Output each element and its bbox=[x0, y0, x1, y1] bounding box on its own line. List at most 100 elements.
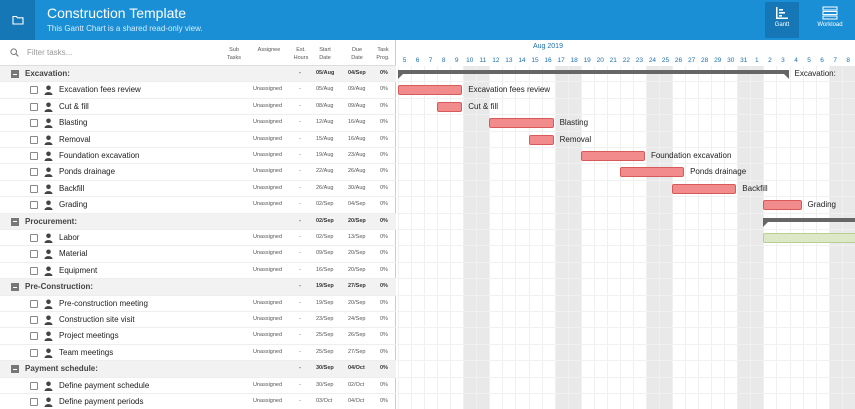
task-name[interactable]: Project meetings bbox=[59, 331, 119, 341]
collapse-icon[interactable] bbox=[11, 217, 19, 226]
task-checkbox[interactable] bbox=[30, 299, 38, 308]
task-row[interactable]: Material Unassigned - 09/Sep 20/Sep 0% bbox=[0, 246, 396, 263]
col-est-hours[interactable]: Est. Hours bbox=[293, 47, 309, 61]
task-assignee[interactable]: Unassigned bbox=[253, 250, 283, 257]
task-row[interactable]: Backfill Unassigned - 26/Aug 30/Aug 0% bbox=[0, 181, 396, 198]
summary-bar[interactable] bbox=[763, 217, 855, 227]
task-name[interactable]: Cut & fill bbox=[59, 101, 89, 111]
task-name[interactable]: Labor bbox=[59, 233, 80, 242]
task-assignee[interactable]: Unassigned bbox=[253, 102, 283, 109]
gantt-view-button[interactable]: Gantt bbox=[765, 2, 799, 38]
task-checkbox[interactable] bbox=[30, 234, 38, 242]
group-row[interactable]: Procurement: - 02/Sep 20/Sep 0% bbox=[0, 213, 396, 230]
task-checkbox[interactable] bbox=[30, 86, 38, 95]
task-row[interactable]: Define payment schedule Unassigned - 30/Sep… bbox=[0, 378, 396, 394]
task-checkbox[interactable] bbox=[30, 266, 38, 275]
task-name[interactable]: Grading bbox=[59, 200, 88, 210]
task-name[interactable]: Pre-construction meeting bbox=[59, 298, 148, 308]
task-checkbox[interactable] bbox=[30, 398, 38, 406]
task-assignee[interactable]: Unassigned bbox=[253, 86, 283, 93]
collapse-icon[interactable] bbox=[11, 365, 19, 374]
task-name[interactable]: Ponds drainage bbox=[59, 167, 116, 177]
task-assignee[interactable]: Unassigned bbox=[253, 299, 283, 306]
task-bar[interactable] bbox=[763, 200, 802, 211]
workload-view-button[interactable]: Workload bbox=[813, 2, 847, 38]
task-assignee[interactable]: Unassigned bbox=[253, 234, 283, 240]
task-checkbox[interactable] bbox=[30, 168, 38, 177]
col-task-progress[interactable]: Task Prog. bbox=[376, 47, 390, 61]
task-checkbox[interactable] bbox=[30, 348, 38, 357]
task-checkbox[interactable] bbox=[30, 381, 38, 390]
task-row[interactable]: Pre-construction meeting Unassigned - 19/Se… bbox=[0, 296, 396, 312]
task-name[interactable]: Excavation fees review bbox=[59, 85, 141, 95]
task-name[interactable]: Blasting bbox=[59, 118, 88, 128]
task-checkbox[interactable] bbox=[30, 332, 38, 341]
group-row[interactable]: Excavation: - 05/Aug 04/Sep 0% bbox=[0, 66, 396, 83]
task-bar[interactable] bbox=[672, 183, 737, 194]
task-row[interactable]: Ponds drainage Unassigned - 22/Aug 26/Aug 0% bbox=[0, 164, 396, 181]
task-checkbox[interactable] bbox=[30, 119, 38, 128]
group-row[interactable]: Pre-Construction: - 19/Sep 27/Sep 0% bbox=[0, 279, 396, 296]
task-checkbox[interactable] bbox=[30, 135, 38, 144]
group-row[interactable]: Payment schedule: - 30/Sep 04/Oct 0% bbox=[0, 361, 396, 378]
task-row[interactable]: Blasting Unassigned - 12/Aug 16/Aug 0% bbox=[0, 115, 396, 132]
task-name[interactable]: Construction site visit bbox=[59, 315, 135, 324]
task-name[interactable]: Removal bbox=[59, 134, 91, 144]
task-bar[interactable] bbox=[489, 118, 554, 129]
task-row[interactable]: Excavation fees review Unassigned - 05/Aug 0… bbox=[0, 82, 396, 99]
task-row[interactable]: Define payment periods Unassigned - 03/Oct 0… bbox=[0, 394, 396, 409]
filter-input[interactable]: Filter tasks... bbox=[27, 48, 73, 57]
task-assignee[interactable]: Unassigned bbox=[253, 168, 283, 175]
col-start-date[interactable]: Start Date bbox=[319, 47, 331, 61]
collapse-icon[interactable] bbox=[11, 283, 19, 292]
task-assignee[interactable]: Unassigned bbox=[253, 184, 283, 191]
task-row[interactable]: Grading Unassigned - 02/Sep 04/Sep 0% bbox=[0, 197, 396, 214]
task-bar[interactable] bbox=[580, 151, 645, 161]
task-checkbox[interactable] bbox=[30, 201, 38, 210]
task-name[interactable]: Define payment schedule bbox=[59, 380, 150, 390]
task-row[interactable]: Team meetings Unassigned - 25/Sep 27/Sep 0% bbox=[0, 345, 396, 362]
task-bar[interactable] bbox=[398, 85, 463, 96]
task-name[interactable]: Material bbox=[59, 249, 88, 259]
task-assignee[interactable]: Unassigned bbox=[253, 152, 283, 158]
task-assignee[interactable]: Unassigned bbox=[253, 201, 283, 208]
col-sub-tasks[interactable]: Sub Tasks bbox=[226, 47, 242, 61]
task-checkbox[interactable] bbox=[30, 184, 38, 193]
task-assignee[interactable]: Unassigned bbox=[253, 332, 283, 339]
task-row[interactable]: Cut & fill Unassigned - 08/Aug 09/Aug 0% bbox=[0, 99, 396, 116]
task-row[interactable]: Equipment Unassigned - 16/Sep 20/Sep 0% bbox=[0, 263, 396, 280]
task-bar[interactable] bbox=[528, 134, 554, 145]
task-checkbox[interactable] bbox=[30, 250, 38, 259]
task-assignee[interactable]: Unassigned bbox=[253, 266, 283, 273]
col-due-date[interactable]: Due Date bbox=[351, 47, 363, 61]
task-assignee[interactable]: Unassigned bbox=[253, 135, 283, 142]
task-name[interactable]: Equipment bbox=[59, 265, 98, 275]
summary-bar[interactable] bbox=[398, 70, 789, 79]
task-row[interactable]: Labor Unassigned - 02/Sep 13/Sep 0% bbox=[0, 230, 396, 247]
task-row[interactable]: Foundation excavation Unassigned - 19/Aug 23… bbox=[0, 148, 396, 165]
task-name[interactable]: Define payment periods bbox=[59, 397, 144, 406]
task-bar[interactable] bbox=[763, 233, 855, 243]
task-bar[interactable] bbox=[437, 101, 463, 112]
task-name[interactable]: Backfill bbox=[59, 183, 85, 193]
task-assignee[interactable]: Unassigned bbox=[253, 381, 283, 388]
task-row[interactable]: Construction site visit Unassigned - 23/Sep… bbox=[0, 312, 396, 329]
task-assignee[interactable]: Unassigned bbox=[253, 119, 283, 126]
task-assignee[interactable]: Unassigned bbox=[253, 316, 283, 322]
task-assignee[interactable]: Unassigned bbox=[253, 348, 283, 355]
collapse-icon[interactable] bbox=[11, 70, 19, 78]
task-assignee[interactable]: Unassigned bbox=[253, 398, 283, 404]
bar-label: Excavation: bbox=[794, 69, 836, 78]
day-label: 11 bbox=[479, 57, 487, 64]
task-bar[interactable] bbox=[619, 167, 685, 178]
col-assignee[interactable]: Assignee bbox=[257, 47, 281, 53]
task-checkbox[interactable] bbox=[30, 316, 38, 324]
task-name[interactable]: Foundation excavation bbox=[59, 151, 140, 160]
task-checkbox[interactable] bbox=[30, 102, 38, 111]
task-checkbox[interactable] bbox=[30, 152, 38, 160]
task-name[interactable]: Team meetings bbox=[59, 347, 114, 357]
task-row[interactable]: Removal Unassigned - 15/Aug 16/Aug 0% bbox=[0, 132, 396, 148]
filter-box[interactable]: Filter tasks... bbox=[10, 48, 72, 57]
task-row[interactable]: Project meetings Unassigned - 25/Sep 26/Sep 0… bbox=[0, 328, 396, 345]
folder-button[interactable] bbox=[0, 0, 35, 40]
